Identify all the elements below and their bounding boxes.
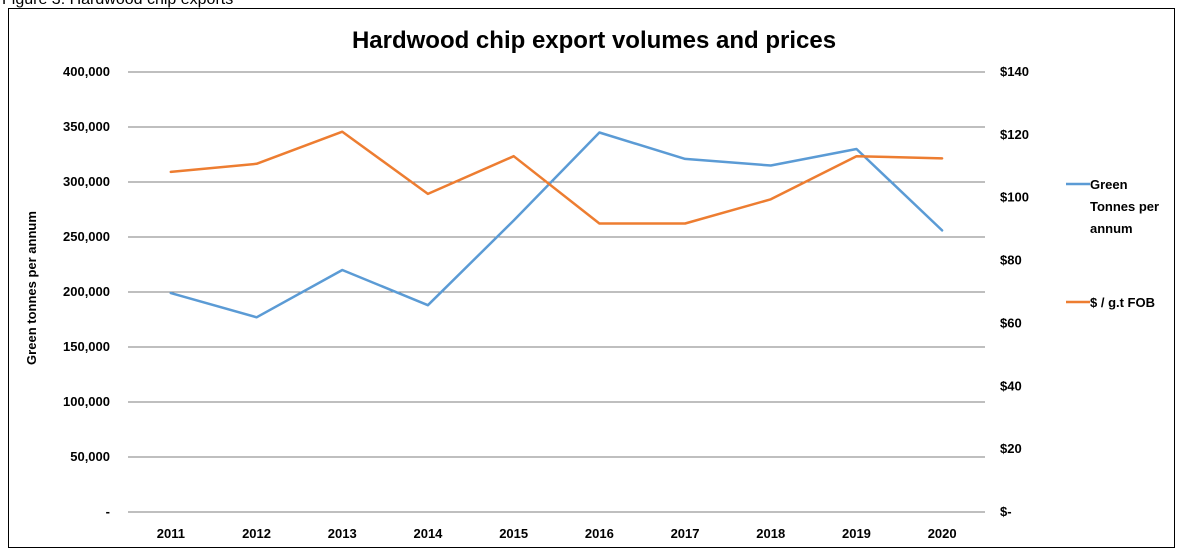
right-tick-label: $- xyxy=(1000,504,1012,519)
series-line xyxy=(169,130,944,225)
y-axis-label: Green tonnes per annum xyxy=(24,211,39,365)
x-tick-label: 2017 xyxy=(671,526,700,541)
right-tick-label: $120 xyxy=(1000,127,1029,142)
chart-title: Hardwood chip export volumes and prices xyxy=(352,27,836,54)
right-tick-label: $20 xyxy=(1000,441,1022,456)
left-tick-label: 150,000 xyxy=(63,339,110,354)
x-tick-label: 2018 xyxy=(756,526,785,541)
legend-label: $ / g.t FOB xyxy=(1090,295,1155,310)
right-tick-label: $140 xyxy=(1000,64,1029,79)
left-tick-label: 300,000 xyxy=(63,174,110,189)
right-axis-ticks: $- $20 $40 $60 $80 $100 $120 $140 xyxy=(1000,64,1029,519)
x-tick-label: 2015 xyxy=(499,526,528,541)
right-tick-label: $100 xyxy=(1000,190,1029,205)
legend: Green Tonnes per annum $ / g.t FOB xyxy=(1066,177,1159,310)
legend-label: Tonnes per xyxy=(1090,199,1159,214)
series-line xyxy=(169,131,944,319)
x-tick-label: 2020 xyxy=(928,526,957,541)
left-tick-label: 50,000 xyxy=(70,449,110,464)
x-tick-label: 2011 xyxy=(157,526,185,541)
left-tick-label: - xyxy=(106,504,110,519)
legend-label: annum xyxy=(1090,221,1133,236)
figure-caption: Figure 3: Hardwood chip exports xyxy=(2,0,233,9)
right-tick-label: $80 xyxy=(1000,253,1022,268)
left-tick-label: 200,000 xyxy=(63,284,110,299)
right-tick-label: $60 xyxy=(1000,315,1022,330)
left-tick-label: 350,000 xyxy=(63,119,110,134)
left-tick-label: 250,000 xyxy=(63,229,110,244)
left-tick-label: 100,000 xyxy=(63,394,110,409)
left-tick-label: 400,000 xyxy=(63,64,110,79)
left-axis-ticks: - 50,000 100,000 150,000 200,000 250,000 300,0… xyxy=(63,64,110,519)
legend-label: Green xyxy=(1090,177,1128,192)
right-tick-label: $40 xyxy=(1000,378,1022,393)
x-tick-label: 2013 xyxy=(328,526,357,541)
x-axis-ticks: 2011 2012 2013 2014 2015 2016 2017 2018 2019 2020 xyxy=(157,526,957,541)
gridlines xyxy=(128,71,985,513)
x-tick-label: 2014 xyxy=(413,526,443,541)
series-layer xyxy=(169,130,944,319)
x-tick-label: 2012 xyxy=(242,526,271,541)
x-tick-label: 2016 xyxy=(585,526,614,541)
x-tick-label: 2019 xyxy=(842,526,871,541)
